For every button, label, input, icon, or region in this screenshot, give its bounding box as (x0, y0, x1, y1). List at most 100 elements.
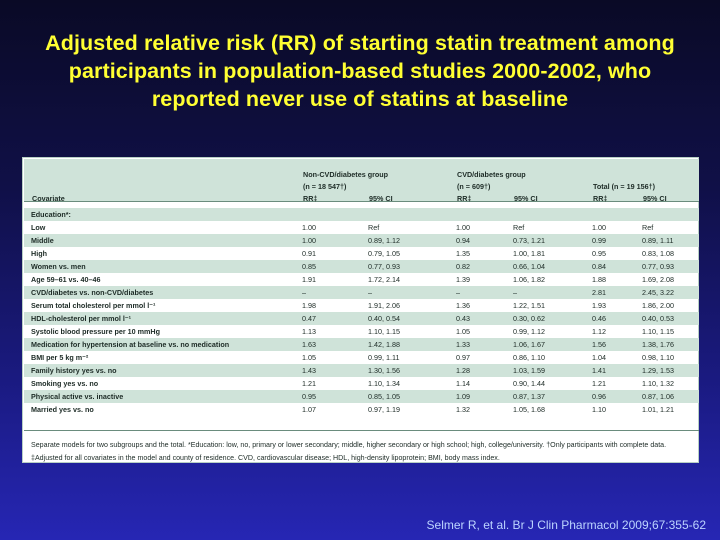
value-cell: 0.89, 1.11 (642, 236, 674, 245)
value-cell: 1.22, 1.51 (513, 301, 545, 310)
value-cell: 1.91, 2.06 (368, 301, 400, 310)
value-cell: 0.95 (592, 249, 606, 258)
value-cell: Ref (368, 223, 380, 232)
value-cell: 1.05 (456, 327, 470, 336)
value-cell: 1.86, 2.00 (642, 301, 674, 310)
table-row: HDL-cholesterol per mmol l⁻¹ 0.47 0.40, 0.… (24, 312, 699, 325)
value-cell: 0.82 (456, 262, 470, 271)
value-cell: 0.97 (456, 353, 470, 362)
value-cell: 2.45, 3.22 (642, 288, 674, 297)
value-cell: 1.41 (592, 366, 606, 375)
table-row: Women vs. men 0.85 0.77, 0.93 0.82 0.66, 1.0… (24, 260, 699, 273)
value-cell: 0.99, 1.12 (513, 327, 545, 336)
covariate-cell: Education*: (31, 210, 71, 219)
value-cell: 0.99 (592, 236, 606, 245)
value-cell: 0.90, 1.44 (513, 379, 545, 388)
value-cell: 1.30, 1.56 (368, 366, 400, 375)
group2-rr-header: RR‡ (457, 194, 472, 203)
value-cell: 0.87, 1.06 (642, 392, 674, 401)
covariate-cell: High (31, 249, 47, 258)
value-cell: 0.86, 1.10 (513, 353, 545, 362)
results-table: Non-CVD/diabetes group (n = 18 547†) CVD… (22, 157, 699, 463)
covariate-cell: Age 59–61 vs. 40–46 (31, 275, 101, 284)
value-cell: 1.93 (592, 301, 606, 310)
covariate-cell: Women vs. men (31, 262, 86, 271)
value-cell: 1.00 (302, 236, 316, 245)
value-cell: – (456, 288, 460, 297)
value-cell: 1.21 (592, 379, 606, 388)
covariate-cell: Medication for hypertension at baseline … (31, 340, 230, 349)
value-cell: 0.40, 0.53 (642, 314, 674, 323)
value-cell: 1.33 (456, 340, 470, 349)
value-cell: 0.85 (302, 262, 316, 271)
value-cell: 1.21 (302, 379, 316, 388)
group1-n: (n = 18 547†) (303, 182, 347, 191)
value-cell: – (368, 288, 372, 297)
value-cell: 1.00 (302, 223, 316, 232)
value-cell: 1.09 (456, 392, 470, 401)
covariate-header: Covariate (32, 194, 65, 203)
covariate-cell: Smoking yes vs. no (31, 379, 99, 388)
slide-title-line-2: participants in population-based studies… (68, 59, 652, 83)
covariate-cell: BMI per 5 kg m⁻² (31, 353, 89, 362)
slide-title-line-3: reported never use of statins at baselin… (151, 87, 569, 111)
value-cell: 0.98, 1.10 (642, 353, 674, 362)
value-cell: 1.00 (592, 223, 606, 232)
value-cell: 1.69, 2.08 (642, 275, 674, 284)
table-header: Non-CVD/diabetes group (n = 18 547†) CVD… (24, 159, 699, 203)
value-cell: 0.83, 1.08 (642, 249, 674, 258)
value-cell: 1.36 (456, 301, 470, 310)
value-cell: 1.14 (456, 379, 470, 388)
group3-rr-header: RR‡ (593, 194, 608, 203)
group1-name: Non-CVD/diabetes group (303, 170, 389, 179)
value-cell: Ref (513, 223, 525, 232)
covariate-cell: Married yes vs. no (31, 405, 94, 414)
value-cell: 1.72, 2.14 (368, 275, 400, 284)
table-row: BMI per 5 kg m⁻² 1.05 0.99, 1.11 0.97 0.86, … (24, 351, 699, 364)
value-cell: 1.63 (302, 340, 316, 349)
value-cell: 0.77, 0.93 (368, 262, 400, 271)
table-row: Medication for hypertension at baseline … (24, 338, 699, 351)
slide-title-line-1: Adjusted relative risk (RR) of starting … (45, 31, 675, 55)
value-cell: 0.91 (302, 249, 316, 258)
slide-title: Adjusted relative risk (RR) of starting … (0, 29, 720, 113)
covariate-cell: Serum total cholesterol per mmol l⁻¹ (31, 301, 156, 310)
covariate-cell: Middle (31, 236, 54, 245)
value-cell: 0.73, 1.21 (513, 236, 545, 245)
table-row: Age 59–61 vs. 40–46 1.91 1.72, 2.14 1.39 1.0… (24, 273, 699, 286)
table-row: CVD/diabetes vs. non-CVD/diabetes – – – – 2.8… (24, 286, 699, 299)
value-cell: 0.85, 1.05 (368, 392, 400, 401)
value-cell: 1.35 (456, 249, 470, 258)
value-cell: 1.10, 1.15 (368, 327, 400, 336)
value-cell: 1.38, 1.76 (642, 340, 674, 349)
value-cell: 0.43 (456, 314, 470, 323)
value-cell: 0.99, 1.11 (368, 353, 400, 362)
covariate-cell: HDL-cholesterol per mmol l⁻¹ (31, 314, 132, 323)
value-cell: 1.39 (456, 275, 470, 284)
value-cell: 1.98 (302, 301, 316, 310)
table-row: High 0.91 0.79, 1.05 1.35 1.00, 1.81 0.95 0.83… (24, 247, 699, 260)
value-cell: 1.00, 1.81 (513, 249, 545, 258)
group2-n: (n = 609†) (457, 182, 491, 191)
value-cell: 1.43 (302, 366, 316, 375)
covariate-cell: Systolic blood pressure per 10 mmHg (31, 327, 161, 336)
value-cell: 0.40, 0.54 (368, 314, 400, 323)
table-row: Education*: (24, 208, 699, 221)
table-body: Education*: Low 1.00 Ref 1.00 Ref 1.00 Ref Middl… (24, 208, 699, 416)
value-cell: 0.30, 0.62 (513, 314, 545, 323)
value-cell: 0.84 (592, 262, 606, 271)
table-row: Low 1.00 Ref 1.00 Ref 1.00 Ref (24, 221, 699, 234)
value-cell: 1.42, 1.88 (368, 340, 400, 349)
value-cell: 0.89, 1.12 (368, 236, 400, 245)
table-bottom-rule (24, 430, 699, 431)
value-cell: 1.06, 1.67 (513, 340, 545, 349)
value-cell: 0.66, 1.04 (513, 262, 545, 271)
value-cell: 0.87, 1.37 (513, 392, 545, 401)
citation: Selmer R, et al. Br J Clin Pharmacol 200… (426, 518, 706, 532)
covariate-cell: CVD/diabetes vs. non-CVD/diabetes (31, 288, 154, 297)
value-cell: 0.77, 0.93 (642, 262, 674, 271)
value-cell: 1.56 (592, 340, 606, 349)
value-cell: – (513, 288, 517, 297)
group2-name: CVD/diabetes group (457, 170, 526, 179)
table-row: Smoking yes vs. no 1.21 1.10, 1.34 1.14 0.90… (24, 377, 699, 390)
